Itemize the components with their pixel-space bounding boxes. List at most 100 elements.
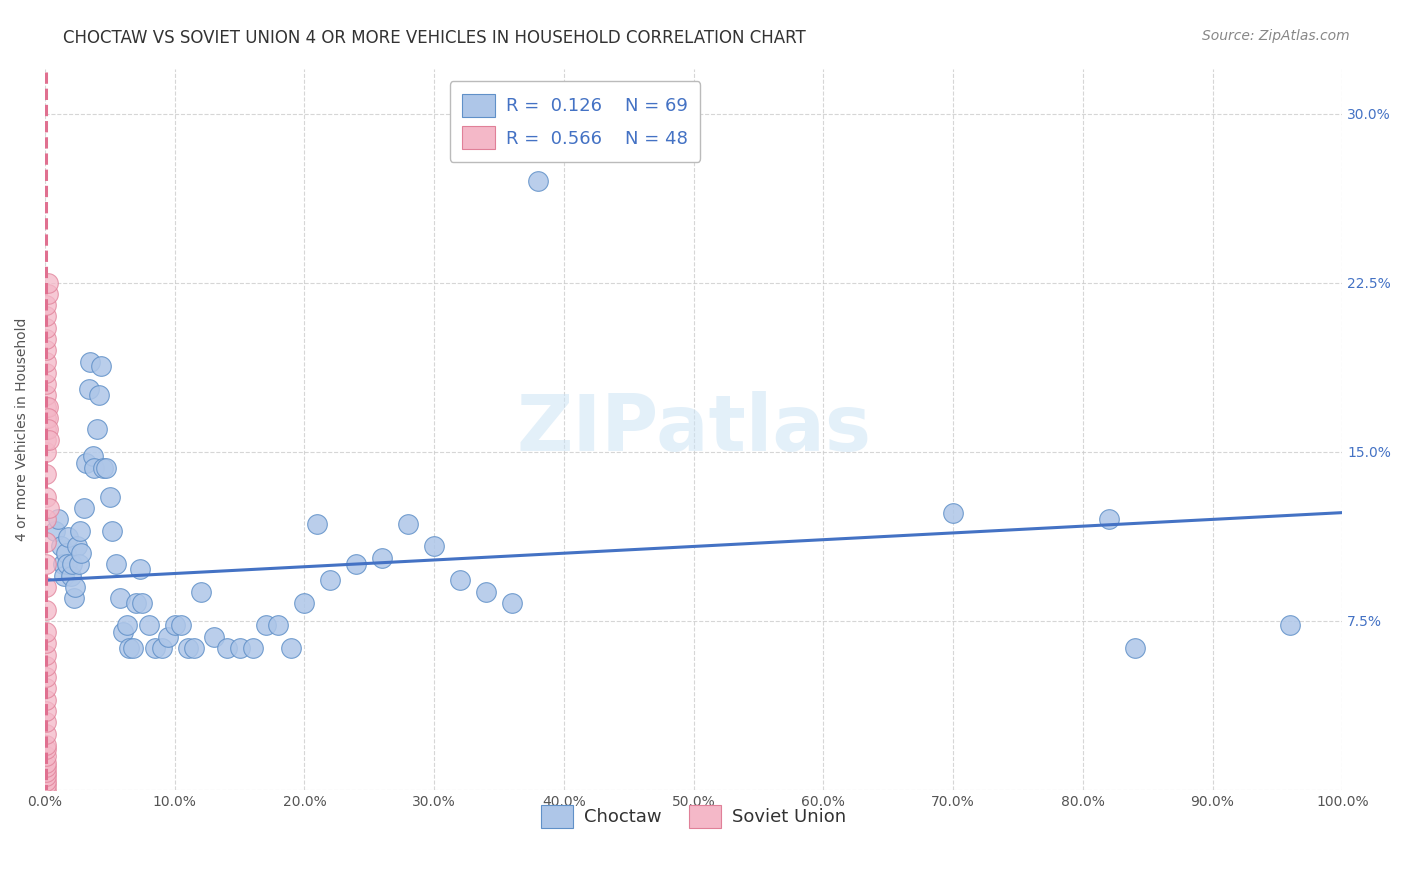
Point — [35, 648, 58, 662]
Point — [44, 524, 66, 538]
Point — [527, 174, 550, 188]
Point — [475, 584, 498, 599]
Point — [35, 310, 58, 324]
Point — [35, 636, 58, 650]
Point — [37, 287, 59, 301]
Point — [35, 298, 58, 312]
Point — [105, 558, 128, 572]
Point — [344, 558, 367, 572]
Point — [396, 516, 419, 531]
Point — [62, 591, 84, 606]
Point — [254, 618, 277, 632]
Point — [76, 456, 98, 470]
Point — [35, 704, 58, 718]
Point — [56, 558, 79, 572]
Point — [37, 422, 59, 436]
Point — [35, 760, 58, 774]
Point — [35, 558, 58, 572]
Point — [79, 354, 101, 368]
Point — [101, 524, 124, 538]
Point — [35, 602, 58, 616]
Point — [35, 343, 58, 358]
Point — [94, 460, 117, 475]
Point — [1279, 618, 1302, 632]
Point — [115, 618, 138, 632]
Point — [35, 434, 58, 448]
Point — [35, 670, 58, 684]
Point — [122, 640, 145, 655]
Point — [307, 516, 329, 531]
Point — [35, 366, 58, 380]
Point — [138, 618, 160, 632]
Point — [35, 332, 58, 346]
Point — [35, 715, 58, 730]
Point — [35, 467, 58, 482]
Point — [228, 640, 250, 655]
Point — [98, 490, 121, 504]
Point — [35, 512, 58, 526]
Point — [35, 320, 58, 334]
Point — [58, 530, 80, 544]
Point — [150, 640, 173, 655]
Point — [35, 411, 58, 425]
Point — [143, 640, 166, 655]
Point — [46, 512, 69, 526]
Point — [35, 726, 58, 740]
Point — [423, 540, 446, 554]
Point — [89, 388, 111, 402]
Point — [35, 738, 58, 752]
Point — [163, 618, 186, 632]
Point — [371, 550, 394, 565]
Point — [83, 460, 105, 475]
Point — [37, 400, 59, 414]
Text: Source: ZipAtlas.com: Source: ZipAtlas.com — [1202, 29, 1350, 43]
Point — [35, 769, 58, 783]
Point — [35, 354, 58, 368]
Point — [35, 779, 58, 793]
Point — [90, 359, 112, 373]
Point — [67, 558, 90, 572]
Point — [38, 434, 60, 448]
Point — [52, 558, 75, 572]
Point — [1123, 640, 1146, 655]
Point — [942, 506, 965, 520]
Point — [82, 450, 104, 464]
Point — [35, 692, 58, 706]
Point — [125, 596, 148, 610]
Point — [267, 618, 290, 632]
Point — [60, 558, 83, 572]
Point — [35, 625, 58, 640]
Point — [35, 756, 58, 770]
Point — [35, 749, 58, 764]
Text: ZIPatlas: ZIPatlas — [516, 392, 872, 467]
Point — [37, 276, 59, 290]
Point — [128, 562, 150, 576]
Point — [242, 640, 264, 655]
Point — [70, 546, 93, 560]
Point — [35, 422, 58, 436]
Point — [69, 524, 91, 538]
Point — [35, 535, 58, 549]
Point — [131, 596, 153, 610]
Point — [501, 596, 523, 610]
Point — [37, 411, 59, 425]
Point — [280, 640, 302, 655]
Point — [35, 773, 58, 788]
Legend: Choctaw, Soviet Union: Choctaw, Soviet Union — [534, 797, 853, 835]
Point — [66, 540, 89, 554]
Point — [93, 460, 115, 475]
Text: CHOCTAW VS SOVIET UNION 4 OR MORE VEHICLES IN HOUSEHOLD CORRELATION CHART: CHOCTAW VS SOVIET UNION 4 OR MORE VEHICL… — [63, 29, 806, 46]
Point — [170, 618, 193, 632]
Point — [49, 540, 72, 554]
Point — [294, 596, 316, 610]
Point — [157, 630, 180, 644]
Point — [35, 580, 58, 594]
Point — [35, 490, 58, 504]
Point — [35, 400, 58, 414]
Point — [63, 580, 86, 594]
Point — [35, 742, 58, 756]
Point — [35, 659, 58, 673]
Point — [111, 625, 134, 640]
Point — [176, 640, 198, 655]
Point — [35, 377, 58, 392]
